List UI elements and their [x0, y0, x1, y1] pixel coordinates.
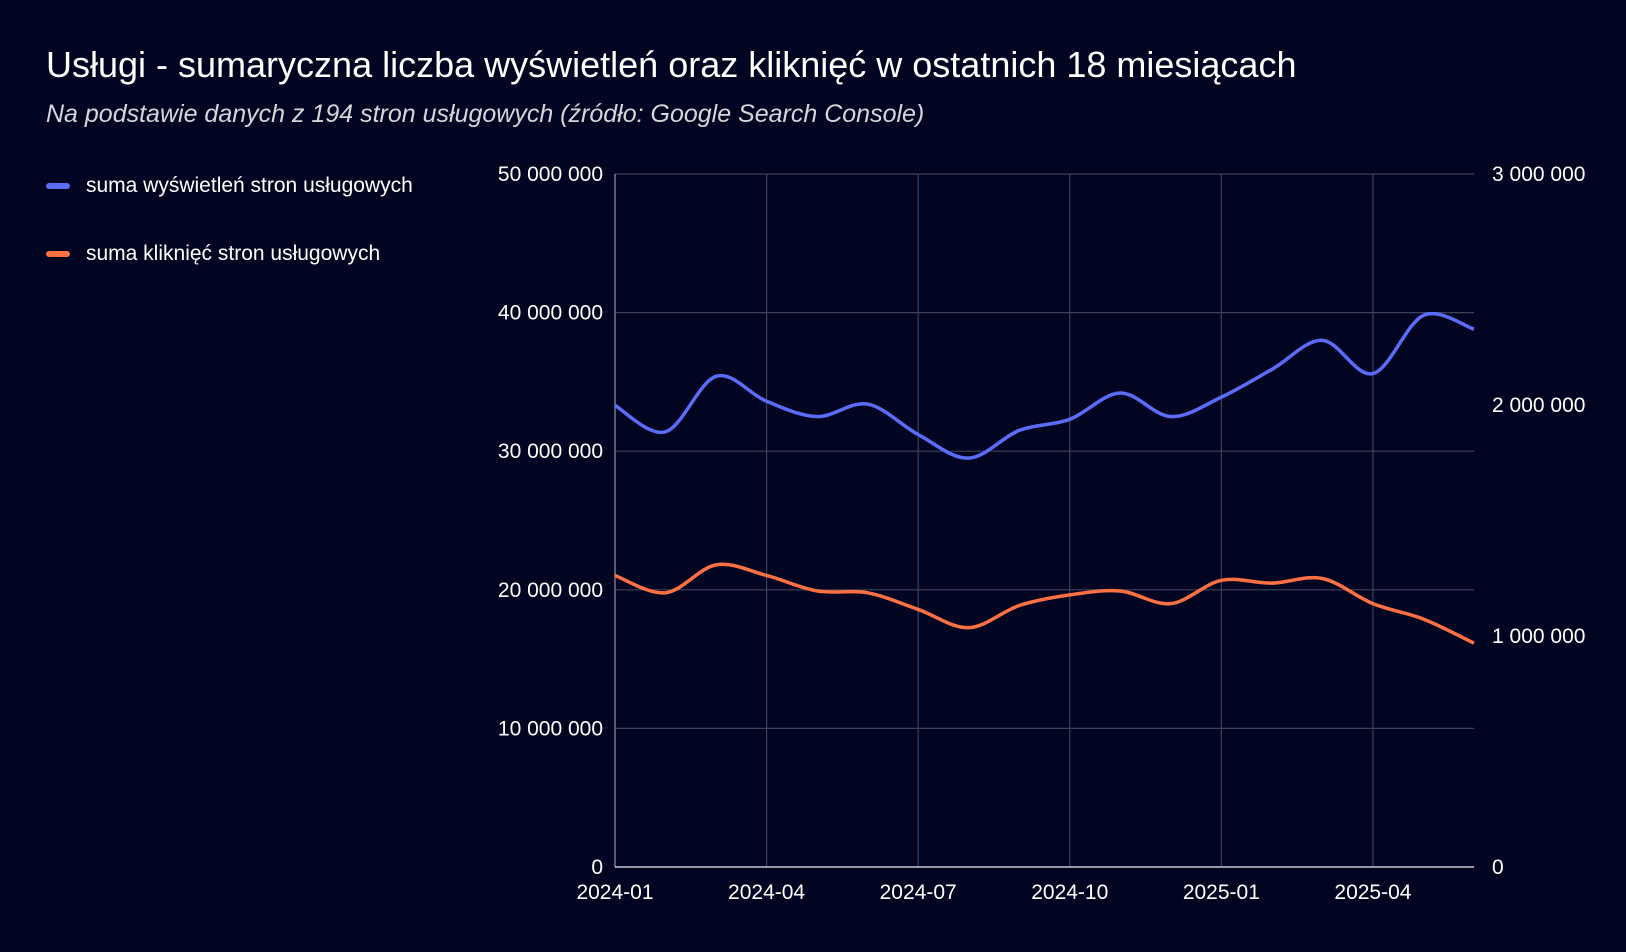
y-left-tick-label: 20 000 000 [498, 579, 603, 602]
series-line-clicks [614, 562, 1475, 645]
chart-title: Usługi - sumaryczna liczba wyświetleń or… [46, 44, 1297, 85]
x-tick-label: 2024-01 [576, 881, 653, 904]
legend-item-impressions[interactable]: suma wyświetleń stron usługowych [46, 174, 436, 198]
legend-item-clicks[interactable]: suma kliknięć stron usługowych [46, 242, 436, 266]
x-tick-label: 2024-07 [880, 881, 957, 904]
y-right-tick-label: 3 000 000 [1492, 163, 1585, 186]
x-tick-label: 2025-04 [1334, 881, 1411, 904]
legend-swatch-impressions [46, 183, 70, 189]
chart-subtitle: Na podstawie danych z 194 stron usługowy… [46, 100, 925, 128]
y-right-tick-label: 2 000 000 [1492, 394, 1585, 417]
y-left-tick-label: 40 000 000 [498, 302, 603, 325]
legend-label-clicks: suma kliknięć stron usługowych [86, 242, 381, 265]
y-left-tick-label: 50 000 000 [498, 163, 603, 186]
x-tick-label: 2024-10 [1031, 881, 1108, 904]
y-left-tick-label: 10 000 000 [498, 717, 603, 740]
legend-swatch-clicks [46, 251, 70, 257]
series-line-impressions [614, 312, 1475, 460]
y-left-tick-label: 0 [591, 856, 603, 879]
y-right-tick-label: 0 [1492, 856, 1504, 879]
x-tick-label: 2025-01 [1183, 881, 1260, 904]
y-left-tick-label: 30 000 000 [498, 440, 603, 463]
legend-label-impressions: suma wyświetleń stron usługowych [86, 174, 413, 197]
y-right-tick-label: 1 000 000 [1492, 625, 1585, 648]
x-tick-label: 2024-04 [728, 881, 805, 904]
